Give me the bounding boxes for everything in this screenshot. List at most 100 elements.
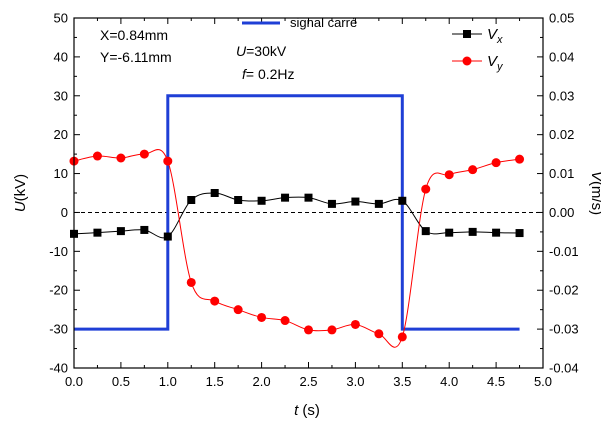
series-vx-point — [140, 225, 149, 234]
legend-marker-vy — [462, 56, 472, 66]
series-vy-point — [327, 325, 337, 335]
series-vy-point — [421, 184, 431, 194]
y-right-tick-label: 0.05 — [549, 11, 574, 26]
legend-item-vx: Vx — [452, 26, 503, 46]
legend-label-vy: Vy — [487, 53, 504, 73]
series-vy-point — [116, 153, 126, 163]
y-left-tick-label: 10 — [54, 166, 68, 181]
annotation-frequency-var: f — [242, 66, 248, 82]
series-vx-point — [281, 193, 290, 202]
series-vx-point — [398, 196, 407, 205]
annotation-y-position: Y=-6.11mm — [100, 49, 172, 65]
series-vy-point — [210, 296, 220, 306]
x-tick-label: 2.0 — [253, 374, 271, 389]
x-axis-title-unit: (s) — [298, 402, 320, 419]
series-vy-line — [73, 149, 520, 348]
x-tick-label: 4.5 — [487, 374, 505, 389]
y-right-tick-label: -0.04 — [549, 361, 579, 376]
legend-marker-vx — [463, 30, 471, 38]
series-vx-point — [492, 228, 501, 237]
y-left-tick-label: 40 — [54, 49, 68, 64]
series-vy-point — [468, 165, 478, 175]
series-vy-point — [257, 312, 267, 322]
series-vy-point — [163, 156, 173, 166]
annotation-x-position: X=0.84mm — [100, 27, 168, 43]
series-vy-point — [374, 329, 384, 339]
x-axis-title-var: t — [294, 402, 299, 419]
y-left-tick-label: 20 — [54, 127, 68, 142]
legend-label-vy-symbol: V — [487, 53, 499, 70]
series-vx-point — [234, 196, 243, 204]
y-right-tick-label: 0.03 — [549, 88, 574, 103]
series-vy-point — [233, 305, 243, 315]
series-vx-point — [210, 189, 219, 197]
legend-label-vx: Vx — [487, 26, 503, 46]
y-left-tick-label: 30 — [54, 88, 68, 103]
x-tick-label: 3.0 — [346, 374, 364, 389]
series-vx-point — [421, 227, 430, 236]
y-axis-left-title: U(kV) — [12, 174, 29, 212]
y-left-tick-label: -40 — [49, 361, 68, 376]
y-left-tick-label: -10 — [49, 244, 68, 259]
series-vx-point — [304, 193, 313, 202]
series-vy-point — [397, 332, 407, 342]
series-vx-point — [351, 197, 360, 206]
x-tick-label: 4.0 — [440, 374, 458, 389]
tick-labels-group: 0.0 0.5 1.0 1.5 2.0 2.5 3.0 3.5 4.0 4.5 5.0 -40 -30 -… — [49, 11, 578, 390]
series-vy-point — [280, 316, 290, 326]
series-vy-point — [139, 149, 149, 159]
series-vy-point — [491, 158, 501, 168]
series-vx-point — [116, 227, 125, 236]
annotation-voltage-var: U — [236, 43, 247, 59]
series-vx-point — [187, 196, 196, 204]
x-tick-label: 5.0 — [534, 374, 552, 389]
series-vy-point — [92, 151, 102, 161]
series-vx-point — [374, 199, 383, 208]
legend: signal carré Vx Vy — [242, 15, 504, 73]
series-vx-point — [445, 228, 454, 237]
series-vx-point — [163, 232, 172, 241]
legend-item-vy: Vy — [452, 53, 504, 73]
series-vy-point — [304, 325, 313, 335]
series-vx-point — [515, 229, 524, 238]
x-tick-label: 0.0 — [65, 374, 83, 389]
x-tick-label: 3.5 — [393, 374, 411, 389]
legend-item-signal: signal carré — [242, 15, 357, 30]
y-left-tick-label: 50 — [54, 11, 68, 26]
series-vx-point — [257, 196, 266, 205]
y-left-tick-label: -20 — [49, 283, 68, 298]
series-vy-point — [444, 170, 454, 180]
y-left-tick-label: 0 — [61, 205, 68, 220]
legend-label-vy-subscript: y — [496, 61, 504, 73]
annotation-voltage-value: =30kV — [246, 43, 287, 59]
x-axis-title: t (s) — [294, 402, 320, 419]
plot-frame — [73, 17, 544, 369]
series-vx-point — [327, 199, 336, 208]
y-axis-right-title: V(m/s) — [588, 171, 601, 215]
legend-label-signal: signal carré — [290, 15, 357, 30]
x-tick-label: 0.5 — [112, 374, 130, 389]
y-right-tick-label: 0.01 — [549, 166, 574, 181]
y-axis-left-title-unit: (kV) — [12, 174, 29, 202]
annotation-voltage: U=30kV — [236, 43, 287, 59]
y-axis-right-title-var: V — [588, 171, 601, 183]
series-vx-point — [468, 227, 477, 236]
series-vy-point — [515, 154, 525, 164]
series-vy-point — [186, 277, 196, 287]
y-axis-right-title-unit: (m/s) — [588, 181, 601, 215]
y-right-tick-label: -0.02 — [549, 283, 579, 298]
y-right-tick-label: 0.04 — [549, 49, 574, 64]
y-right-tick-label: 0.02 — [549, 127, 574, 142]
y-right-tick-label: -0.01 — [549, 244, 579, 259]
annotation-frequency-value: = 0.2Hz — [246, 66, 295, 82]
series-signal-line — [74, 94, 520, 331]
legend-label-vx-symbol: V — [487, 26, 499, 43]
series-vy-point — [350, 319, 360, 329]
x-tick-label: 2.5 — [299, 374, 317, 389]
series-vx-point — [93, 228, 102, 237]
y-right-tick-label: -0.03 — [549, 322, 579, 337]
annotation-frequency: f= 0.2Hz — [242, 66, 295, 82]
y-left-tick-label: -30 — [49, 322, 68, 337]
